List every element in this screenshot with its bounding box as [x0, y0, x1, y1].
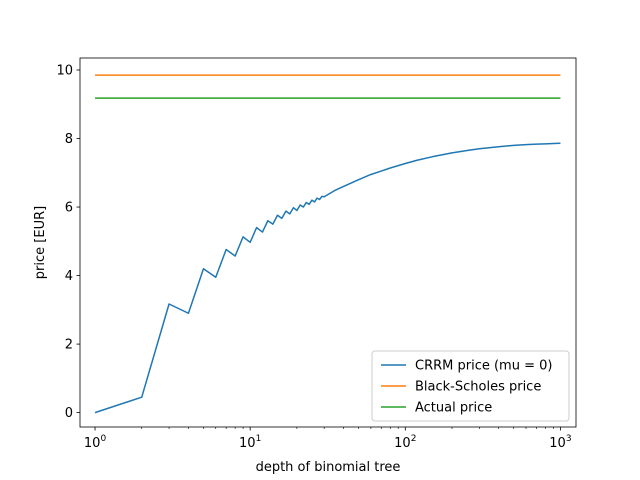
y-tick-label: 10 [56, 63, 73, 78]
x-tick-exponent: 3 [566, 434, 572, 444]
x-tick-exponent: 2 [411, 434, 417, 444]
y-tick-label: 2 [65, 338, 73, 353]
x-tick-exponent: 0 [100, 434, 106, 444]
legend-label-0: CRRM price (mu = 0) [415, 359, 552, 374]
x-tick-label: 101 [239, 434, 261, 451]
x-tick-label: 100 [84, 434, 107, 451]
y-tick-label: 6 [65, 201, 73, 216]
x-tick-exponent: 1 [256, 434, 262, 444]
legend-box [371, 350, 570, 422]
x-tick-base: 10 [84, 436, 101, 451]
y-tick-label: 0 [65, 406, 73, 421]
x-tick-base: 10 [394, 436, 411, 451]
legend-label-1: Black-Scholes price [415, 380, 541, 395]
series-line-0 [94, 142, 561, 414]
x-axis-label: depth of binomial tree [256, 460, 401, 475]
y-axis-label: price [EUR] [33, 206, 48, 279]
y-tick-label: 4 [65, 269, 73, 284]
x-tick-base: 10 [239, 436, 256, 451]
x-tick-base: 10 [549, 436, 566, 451]
x-tick-label: 102 [394, 434, 416, 451]
y-tick-label: 8 [65, 132, 73, 147]
x-tick-label: 103 [549, 434, 571, 451]
legend-label-2: Actual price [415, 401, 492, 416]
